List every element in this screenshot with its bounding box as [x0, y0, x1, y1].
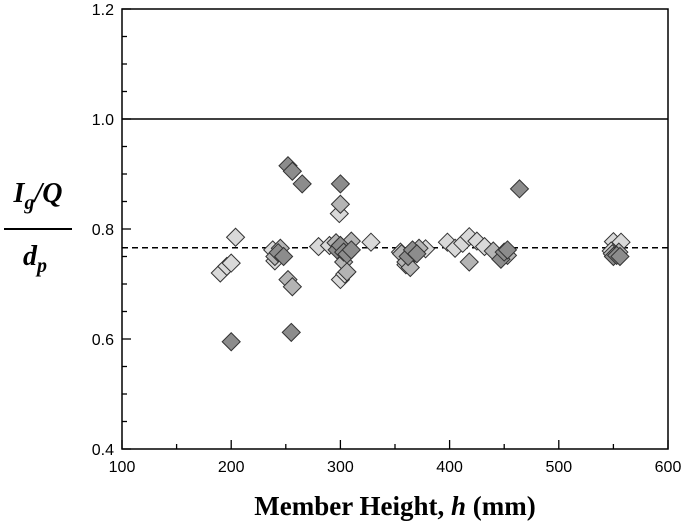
data-point-mid: [282, 277, 303, 297]
data-point-dark: [292, 174, 312, 194]
data-points: [210, 156, 631, 352]
x-axis-label: Member Height, h (mm): [254, 491, 535, 521]
data-point-dark: [407, 244, 427, 264]
y-tick-label: 0.6: [92, 332, 114, 349]
data-point-dark: [281, 322, 301, 343]
data-point-mid: [459, 252, 479, 272]
x-tick-label: 100: [109, 459, 136, 476]
data-point-dark: [341, 240, 362, 260]
data-point-light: [225, 227, 246, 247]
x-tick-label: 500: [545, 459, 572, 476]
y-axis-label-denominator: dp: [23, 241, 47, 277]
data-point-dark: [330, 174, 351, 194]
y-tick-label: 0.4: [92, 442, 114, 459]
x-tick-label: 200: [218, 459, 245, 476]
data-point-light: [221, 253, 241, 273]
x-tick-label: 300: [327, 459, 354, 476]
data-point-dark: [273, 246, 294, 267]
data-point-light: [361, 232, 381, 252]
plot-frame: [121, 8, 669, 450]
x-tick-label: 600: [655, 459, 682, 476]
y-tick-label: 0.8: [92, 222, 114, 239]
data-point-mid: [337, 262, 357, 282]
x-axis-ticks: 100 200 300 400 500 600: [109, 440, 682, 476]
y-tick-label: 1.2: [92, 2, 114, 19]
reference-lines: [122, 118, 668, 249]
y-axis-label-numerator: Ig/Q: [13, 178, 63, 214]
y-axis-ticks: 0.4 0.6 0.8 1.0 1.2: [92, 2, 131, 459]
y-tick-label: 1.0: [92, 112, 114, 129]
data-point-dark: [610, 246, 630, 267]
data-point-dark: [509, 179, 530, 199]
data-point-dark: [282, 161, 303, 181]
data-point-dark: [497, 240, 518, 260]
y-axis-label: Ig/Q dp: [4, 178, 72, 277]
data-point-mid: [330, 194, 351, 214]
data-point-dark: [221, 332, 241, 352]
x-tick-label: 400: [436, 459, 463, 476]
